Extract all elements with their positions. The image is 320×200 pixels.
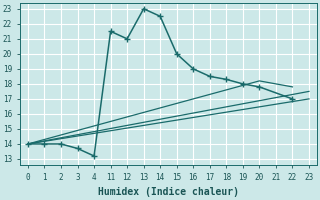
X-axis label: Humidex (Indice chaleur): Humidex (Indice chaleur) [98, 187, 239, 197]
